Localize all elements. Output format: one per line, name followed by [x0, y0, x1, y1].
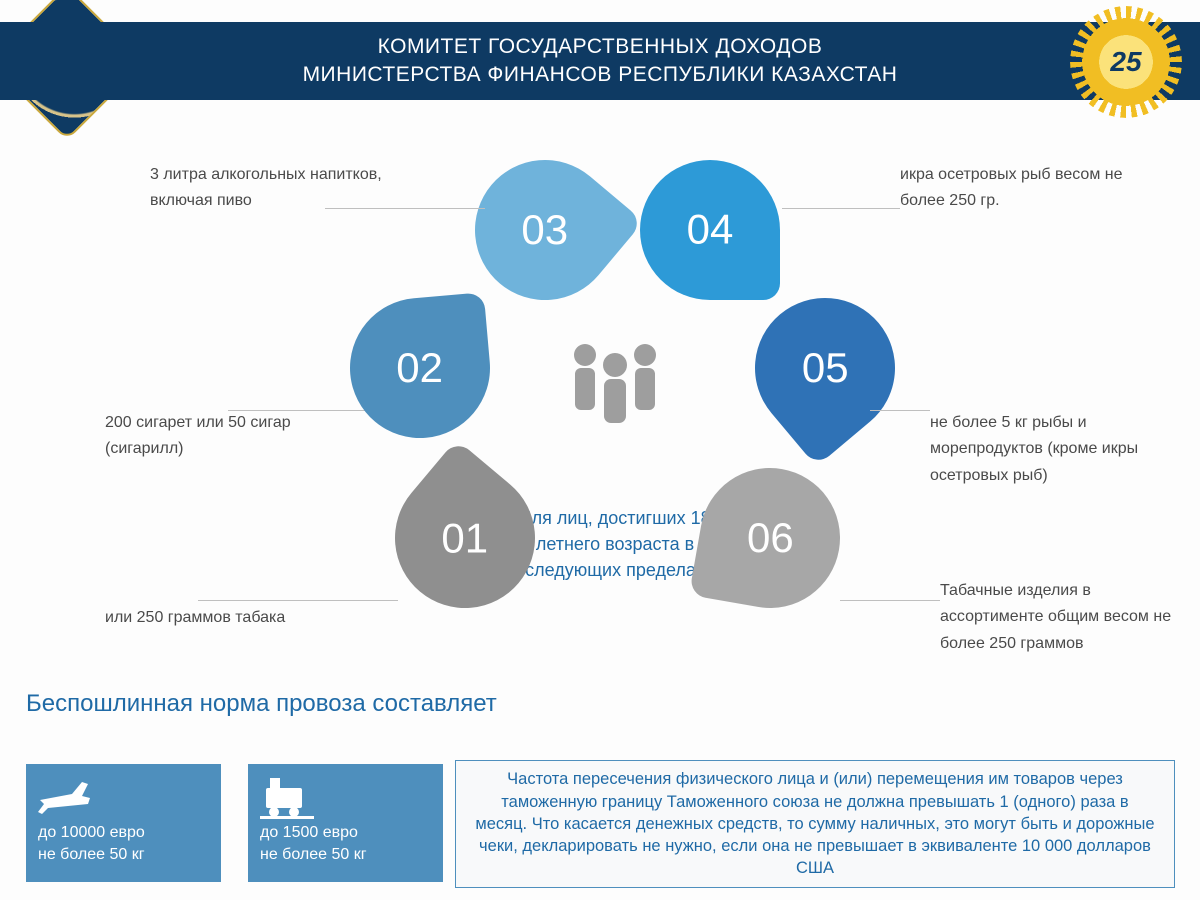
petal-label: икра осетровых рыб весом не более 250 гр…	[900, 162, 1140, 215]
petal-number: 04	[687, 206, 734, 254]
transport-card-plane: до 10000 евроне более 50 кг	[26, 764, 221, 882]
petal-number: 05	[802, 344, 849, 392]
card-line2: не более 50 кг	[38, 844, 209, 866]
connector-line	[870, 410, 930, 411]
info-text: Частота пересечения физического лица и (…	[474, 768, 1156, 879]
connector-line	[325, 208, 485, 209]
plane-icon	[38, 774, 209, 822]
petal-02: 02	[344, 292, 496, 444]
info-box: Частота пересечения физического лица и (…	[455, 760, 1175, 888]
petal-label: 200 сигарет или 50 сигар (сигарилл)	[105, 410, 345, 463]
bottom-title: Беспошлинная норма провоза составляет	[26, 688, 497, 719]
anniversary-sun-icon: 25	[1076, 12, 1176, 112]
petal-04: 04	[640, 160, 780, 300]
petal-label: 3 литра алкогольных напитков, включая пи…	[150, 162, 390, 215]
connector-line	[840, 600, 940, 601]
train-icon	[260, 774, 431, 822]
radial-diagram: Для лиц, достигших 18 летнего возраста в…	[0, 100, 1200, 670]
connector-line	[198, 600, 398, 601]
petal-number: 06	[747, 514, 794, 562]
header-line1: КОМИТЕТ ГОСУДАРСТВЕННЫХ ДОХОДОВ	[303, 33, 898, 61]
card-line1: до 1500 евро	[260, 822, 431, 844]
header-line2: МИНИСТЕРСТВА ФИНАНСОВ РЕСПУБЛИКИ КАЗАХСТ…	[303, 61, 898, 89]
petal-number: 02	[397, 344, 444, 392]
people-icon	[555, 335, 675, 425]
card-line2: не более 50 кг	[260, 844, 431, 866]
petal-label: Табачные изделия в ассортименте общим ве…	[940, 578, 1180, 657]
petal-number: 03	[522, 206, 569, 254]
card-line1: до 10000 евро	[38, 822, 209, 844]
petal-label: не более 5 кг рыбы и морепродуктов (кром…	[930, 410, 1170, 489]
petal-label: или 250 граммов табака	[105, 605, 285, 631]
connector-line	[782, 208, 900, 209]
transport-card-train: до 1500 евроне более 50 кг	[248, 764, 443, 882]
anniversary-number: 25	[1076, 12, 1176, 112]
petal-01: 01	[366, 439, 563, 636]
petal-number: 01	[442, 514, 489, 562]
petal-06: 06	[689, 457, 851, 619]
header-bar: КОМИТЕТ ГОСУДАРСТВЕННЫХ ДОХОДОВ МИНИСТЕР…	[0, 22, 1200, 100]
